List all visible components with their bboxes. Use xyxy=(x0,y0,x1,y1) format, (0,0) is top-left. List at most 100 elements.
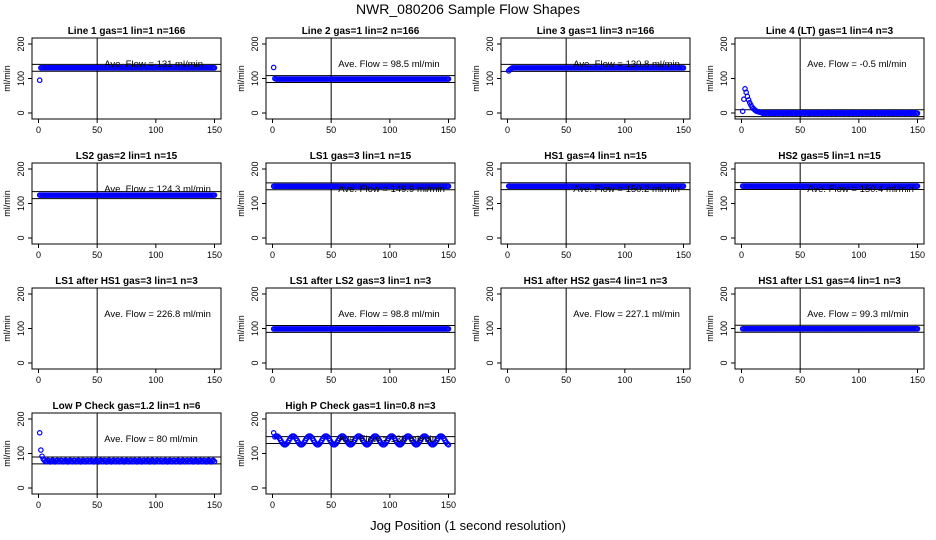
ave-flow-annotation: Ave. Flow = 124.3 ml/min xyxy=(104,184,211,195)
x-tick-label: 0 xyxy=(270,375,275,385)
y-tick-label: 0 xyxy=(250,235,260,240)
x-tick-label: 150 xyxy=(207,125,222,135)
y-tick-label: 200 xyxy=(16,161,26,176)
y-tick-label: 0 xyxy=(719,235,729,240)
ave-flow-annotation: Ave. Flow = 98.5 ml/min xyxy=(338,59,439,70)
x-tick-label: 100 xyxy=(382,375,397,385)
y-tick-label: 0 xyxy=(250,360,260,365)
x-tick-label: 150 xyxy=(676,375,691,385)
data-point xyxy=(36,77,43,84)
x-tick-label: 100 xyxy=(617,250,632,260)
data-series xyxy=(270,183,452,190)
x-tick-label: 100 xyxy=(382,125,397,135)
subplot-title: HS1 gas=4 lin=1 n=15 xyxy=(544,151,647,162)
y-tick-label: 200 xyxy=(16,286,26,301)
y-tick-label: 0 xyxy=(485,110,495,115)
plot-frame xyxy=(31,412,222,495)
x-tick-label: 0 xyxy=(505,250,510,260)
y-tick-label: 0 xyxy=(485,360,495,365)
data-point xyxy=(211,458,218,465)
subplot-title: Line 4 (LT) gas=1 lin=4 n=3 xyxy=(766,26,894,37)
y-tick-label: 200 xyxy=(485,36,495,51)
y-tick-label: 0 xyxy=(16,110,26,115)
data-point xyxy=(39,453,45,460)
y-tick-label: 200 xyxy=(719,161,729,176)
data-point xyxy=(914,183,921,189)
subplot-title: High P Check gas=1 lin=0.8 n=3 xyxy=(285,401,436,412)
x-tick-label: 0 xyxy=(36,375,41,385)
subplot-title: Line 1 gas=1 lin=1 n=166 xyxy=(68,26,186,37)
subplot-title: HS1 after HS2 gas=4 lin=1 n=3 xyxy=(524,276,668,287)
data-point xyxy=(445,326,452,332)
data-point xyxy=(38,447,44,453)
y-axis-label: ml/min xyxy=(2,190,12,217)
x-tick-label: 0 xyxy=(36,125,41,135)
y-tick-label: 100 xyxy=(250,196,260,211)
plot-frame xyxy=(31,287,222,370)
data-series xyxy=(505,183,687,189)
data-point xyxy=(680,183,687,189)
y-axis-label: ml/min xyxy=(2,65,12,92)
ave-flow-annotation: Ave. Flow = 139 ml/min xyxy=(338,434,437,445)
subplot-3: Line 3 gas=1 lin=3 n=166 0 50 100 150 0 100 200… xyxy=(471,26,691,135)
y-tick-label: 100 xyxy=(719,321,729,336)
y-tick-label: 0 xyxy=(719,360,729,365)
data-point xyxy=(739,108,746,115)
y-axis-label: ml/min xyxy=(2,440,12,467)
y-tick-label: 200 xyxy=(250,286,260,301)
data-point xyxy=(445,183,452,190)
x-tick-label: 50 xyxy=(561,125,571,135)
y-axis-label: ml/min xyxy=(236,65,246,92)
data-series xyxy=(739,86,921,117)
ave-flow-annotation: Ave. Flow = 227.1 ml/min xyxy=(573,309,680,320)
data-series xyxy=(270,429,452,448)
data-series xyxy=(270,326,452,332)
y-tick-label: 200 xyxy=(485,286,495,301)
ave-flow-annotation: Ave. Flow = 226.8 ml/min xyxy=(104,309,211,320)
x-tick-label: 0 xyxy=(36,500,41,510)
plot-frame xyxy=(31,37,222,120)
y-tick-label: 200 xyxy=(719,286,729,301)
data-series xyxy=(739,325,921,332)
y-axis-label: ml/min xyxy=(705,65,715,92)
data-point xyxy=(914,325,921,332)
ave-flow-annotation: Ave. Flow = 150.4 ml/min xyxy=(807,184,914,195)
x-tick-label: 100 xyxy=(148,250,163,260)
y-axis-label: ml/min xyxy=(236,315,246,342)
y-tick-label: 0 xyxy=(16,360,26,365)
x-tick-label: 0 xyxy=(36,250,41,260)
y-tick-label: 100 xyxy=(250,446,260,461)
x-tick-label: 150 xyxy=(910,375,925,385)
data-series xyxy=(505,65,687,74)
ave-flow-annotation: Ave. Flow = 130.8 ml/min xyxy=(573,59,680,70)
subplot-14: High P Check gas=1 lin=0.8 n=3 0 50 100 150 0… xyxy=(236,401,456,510)
subplot-title: LS2 gas=2 lin=1 n=15 xyxy=(76,151,178,162)
y-tick-label: 100 xyxy=(16,71,26,86)
subplot-8: HS2 gas=5 lin=1 n=15 0 50 100 150 0 100 200 ml/m… xyxy=(705,151,925,260)
x-tick-label: 100 xyxy=(148,500,163,510)
x-tick-label: 0 xyxy=(739,125,744,135)
ave-flow-annotation: Ave. Flow = 98.8 ml/min xyxy=(338,309,439,320)
y-axis-label: ml/min xyxy=(705,190,715,217)
y-axis-label: ml/min xyxy=(705,315,715,342)
y-tick-label: 0 xyxy=(16,485,26,490)
x-tick-label: 100 xyxy=(148,125,163,135)
x-tick-label: 150 xyxy=(207,375,222,385)
plot-frame xyxy=(500,37,691,120)
y-tick-label: 200 xyxy=(250,36,260,51)
y-tick-label: 100 xyxy=(719,196,729,211)
y-axis-label: ml/min xyxy=(471,65,481,92)
x-tick-label: 50 xyxy=(92,125,102,135)
x-tick-label: 50 xyxy=(561,375,571,385)
data-point xyxy=(210,457,217,464)
x-tick-label: 100 xyxy=(617,125,632,135)
x-tick-label: 150 xyxy=(910,250,925,260)
y-tick-label: 100 xyxy=(16,196,26,211)
ave-flow-annotation: Ave. Flow = 149.9 ml/min xyxy=(338,184,445,195)
x-tick-label: 100 xyxy=(851,375,866,385)
figure-title: NWR_080206 Sample Flow Shapes xyxy=(355,1,581,17)
x-tick-label: 50 xyxy=(92,500,102,510)
data-series xyxy=(36,429,218,465)
subplot-title: HS1 after LS1 gas=4 lin=1 n=3 xyxy=(758,276,901,287)
